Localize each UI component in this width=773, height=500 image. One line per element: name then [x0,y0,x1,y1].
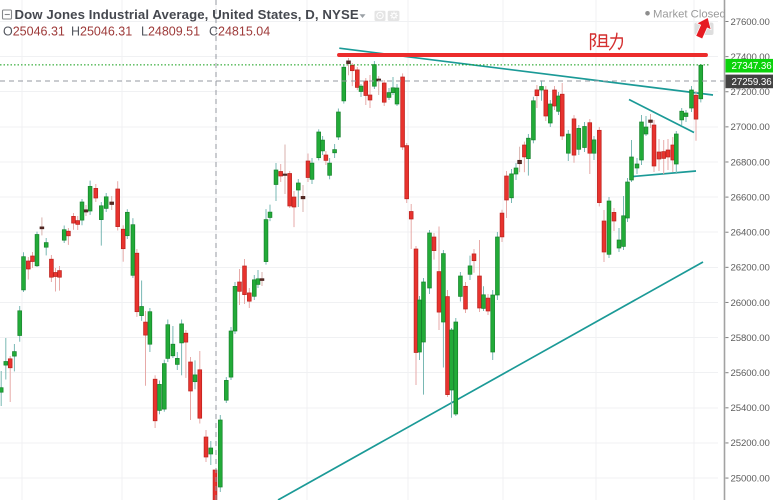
svg-text:27200.00: 27200.00 [731,87,770,98]
svg-text:26000.00: 26000.00 [731,298,770,309]
svg-text:Dow Jones Industrial Average,: Dow Jones Industrial Average, United Sta… [15,7,359,22]
svg-text:27347.36: 27347.36 [732,61,773,72]
svg-text:25200.00: 25200.00 [731,438,770,449]
svg-text:27600.00: 27600.00 [731,17,770,28]
svg-text:Market Closed: Market Closed [653,8,726,20]
svg-text:26400.00: 26400.00 [731,228,770,239]
svg-text:H25046.31: H25046.31 [71,25,132,39]
svg-text:27400.00: 27400.00 [731,52,770,63]
svg-text:27259.36: 27259.36 [732,77,773,88]
svg-text:25600.00: 25600.00 [731,368,770,379]
svg-text:L24809.51: L24809.51 [141,25,200,39]
svg-text:25800.00: 25800.00 [731,333,770,344]
svg-text:25400.00: 25400.00 [731,403,770,414]
svg-text:O25046.31: O25046.31 [3,25,65,39]
svg-text:25000.00: 25000.00 [731,473,770,484]
svg-text:26600.00: 26600.00 [731,192,770,203]
svg-text:26200.00: 26200.00 [731,263,770,274]
svg-text:26800.00: 26800.00 [731,157,770,168]
svg-text:C24815.04: C24815.04 [209,25,270,39]
svg-text:27000.00: 27000.00 [731,122,770,133]
